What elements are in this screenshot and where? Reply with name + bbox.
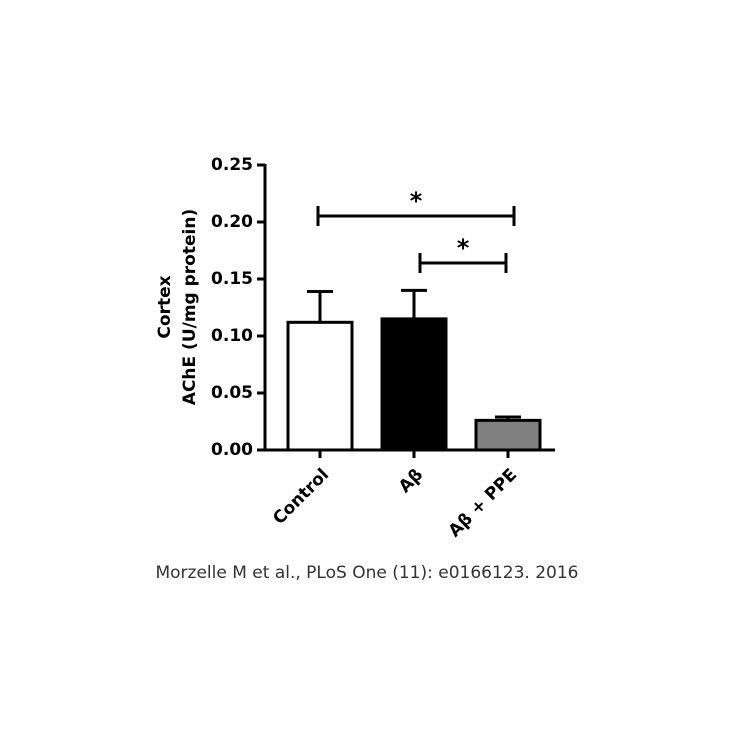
- bar: [380, 317, 448, 452]
- y-axis-title: Cortex: [155, 275, 175, 338]
- sig-label: *: [457, 234, 470, 262]
- sig-label: *: [410, 187, 423, 215]
- y-tick-label: 0.00: [211, 440, 253, 460]
- y-tick-label: 0.15: [211, 269, 253, 289]
- x-tick-label: Aβ + PPE: [445, 465, 521, 541]
- y-tick-label: 0.05: [211, 383, 253, 403]
- y-tick-label: 0.25: [211, 155, 253, 175]
- y-axis-title: AChE (U/mg protein): [180, 209, 200, 405]
- caption: Morzelle M et al., PLoS One (11): e01661…: [155, 563, 578, 583]
- x-tick-label: Control: [269, 465, 333, 529]
- bar: [474, 418, 542, 452]
- y-tick-label: 0.20: [211, 212, 253, 232]
- x-tick-label: Aβ: [395, 465, 427, 497]
- y-tick-label: 0.10: [211, 326, 253, 346]
- bar: [286, 320, 354, 452]
